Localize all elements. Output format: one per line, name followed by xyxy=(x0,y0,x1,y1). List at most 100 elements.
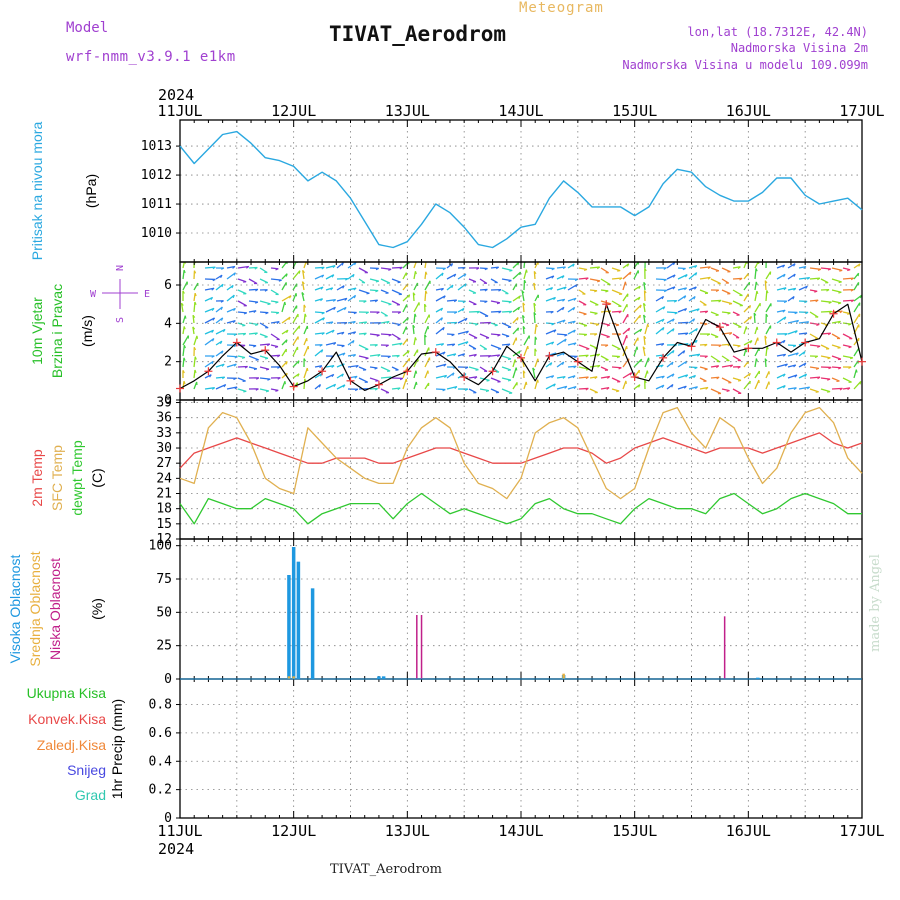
wind-arrow-head xyxy=(839,387,843,391)
wind-arrow xyxy=(589,376,598,379)
wind-arrow xyxy=(501,388,513,394)
wind-arrow xyxy=(490,388,500,394)
wind-arrow xyxy=(248,300,259,303)
wind-arrow-head xyxy=(374,299,378,303)
wind-arrow xyxy=(534,294,539,302)
wind-arrow xyxy=(380,300,392,305)
wind-arrow xyxy=(512,367,517,379)
wind-arrow xyxy=(787,374,798,379)
temp-unit: (C) xyxy=(89,468,105,487)
wind-arrow-head xyxy=(354,262,357,266)
wind-arrow xyxy=(193,335,198,346)
wind-arrow xyxy=(522,326,525,335)
wind-arrow-head xyxy=(254,332,258,336)
wind-arrow-head xyxy=(515,367,518,371)
wind-arrow xyxy=(556,333,568,336)
wind-arrow xyxy=(765,271,772,280)
wind-arrow-head xyxy=(193,270,197,274)
freezing-rain-label: Zaledj.Kisa xyxy=(37,737,106,753)
wind-arrow-head xyxy=(616,356,621,359)
wind-arrow xyxy=(314,317,325,324)
wind-arrow xyxy=(402,294,411,302)
wind-arrow xyxy=(380,267,392,270)
wind-arrow-head xyxy=(796,320,799,323)
wind-arrow xyxy=(831,387,843,390)
wind-arrow xyxy=(556,375,566,379)
wind-arrow-head xyxy=(523,279,527,284)
wind-arrow xyxy=(556,319,566,324)
high-cloud-bar xyxy=(756,677,760,679)
wind-arrow xyxy=(677,307,687,313)
wind-arrow xyxy=(501,333,510,337)
wind-arrow xyxy=(314,274,324,280)
wind-arrow xyxy=(853,380,862,390)
wind-arrow-head xyxy=(321,312,325,315)
wind-arrow-head xyxy=(244,366,248,369)
wind-arrow-head xyxy=(783,316,787,320)
wind-arrow-head xyxy=(573,329,576,333)
wind-arrow-head xyxy=(464,388,469,391)
wind-arrow xyxy=(248,332,258,335)
wind-arrow-head xyxy=(341,373,344,377)
wind-arrow xyxy=(512,382,518,390)
wind-arrow-head xyxy=(375,267,379,271)
wind-arrow xyxy=(435,317,443,324)
wind-arrow-head xyxy=(814,355,818,359)
wind-arrow-head xyxy=(662,306,666,310)
pressure-panel: 1010 1011 1012 1013 xyxy=(141,119,863,263)
wind-arrow xyxy=(831,320,841,324)
sfc-temp-line xyxy=(179,406,863,500)
wind-arrow-head xyxy=(783,300,788,304)
wind-arrow xyxy=(424,280,431,291)
wind-arrow xyxy=(512,306,521,313)
wind-arrow-head xyxy=(685,332,689,336)
wind-arrow xyxy=(831,333,841,340)
wind-arrow-head xyxy=(572,263,575,267)
wind-arrow xyxy=(809,289,818,292)
wind-arrow xyxy=(842,355,854,359)
wind-arrow-head xyxy=(815,367,820,370)
wind-arrow xyxy=(611,344,621,350)
wind-arrow xyxy=(490,344,502,350)
wind-arrow-head xyxy=(285,361,288,365)
wind-arrow-head xyxy=(838,367,842,370)
wind-arrow xyxy=(380,311,388,317)
wind-arrow xyxy=(831,278,842,283)
wind-arrow-head xyxy=(353,331,357,335)
wind-arrow-head xyxy=(442,351,446,355)
wind-arrow-head xyxy=(408,262,410,265)
wind-arrow xyxy=(666,286,676,291)
high-cloud-bar xyxy=(296,561,301,679)
wind-arrow xyxy=(292,313,299,324)
precip-ytick-label: 0.4 xyxy=(149,754,173,769)
wind-arrow-head xyxy=(784,333,788,336)
wind-arrow xyxy=(622,263,630,269)
wind-arrow xyxy=(424,262,427,269)
wind-arrow-head xyxy=(441,272,444,277)
wind-arrow xyxy=(479,333,490,339)
wind-arrow xyxy=(589,289,598,292)
wind-arrow-head xyxy=(284,301,287,306)
wind-arrow-head xyxy=(486,379,490,382)
wind-frame xyxy=(179,261,863,401)
wind-arrow xyxy=(578,344,590,350)
wind-arrow xyxy=(600,375,610,379)
wind-arrow-head xyxy=(522,302,526,306)
wind-arrow xyxy=(468,366,479,371)
wind-arrow xyxy=(523,262,526,269)
wind-arrow xyxy=(567,342,577,346)
wind-arrow-head xyxy=(341,345,345,348)
wind-arrow-head xyxy=(331,329,335,333)
wind-arrow xyxy=(798,351,806,357)
wind-arrow xyxy=(743,272,750,280)
wind-arrow xyxy=(204,296,213,302)
snow-label: Snijeg xyxy=(67,762,106,778)
wind-arrow xyxy=(556,266,566,269)
wind-arrow xyxy=(248,310,257,313)
wind-arrow-head xyxy=(696,308,700,312)
wind-arrow-head xyxy=(583,325,588,327)
wind-arrow xyxy=(358,355,369,359)
wind-arrow xyxy=(732,300,744,307)
wind-arrow xyxy=(787,344,796,347)
wind-arrow-head xyxy=(331,374,335,378)
